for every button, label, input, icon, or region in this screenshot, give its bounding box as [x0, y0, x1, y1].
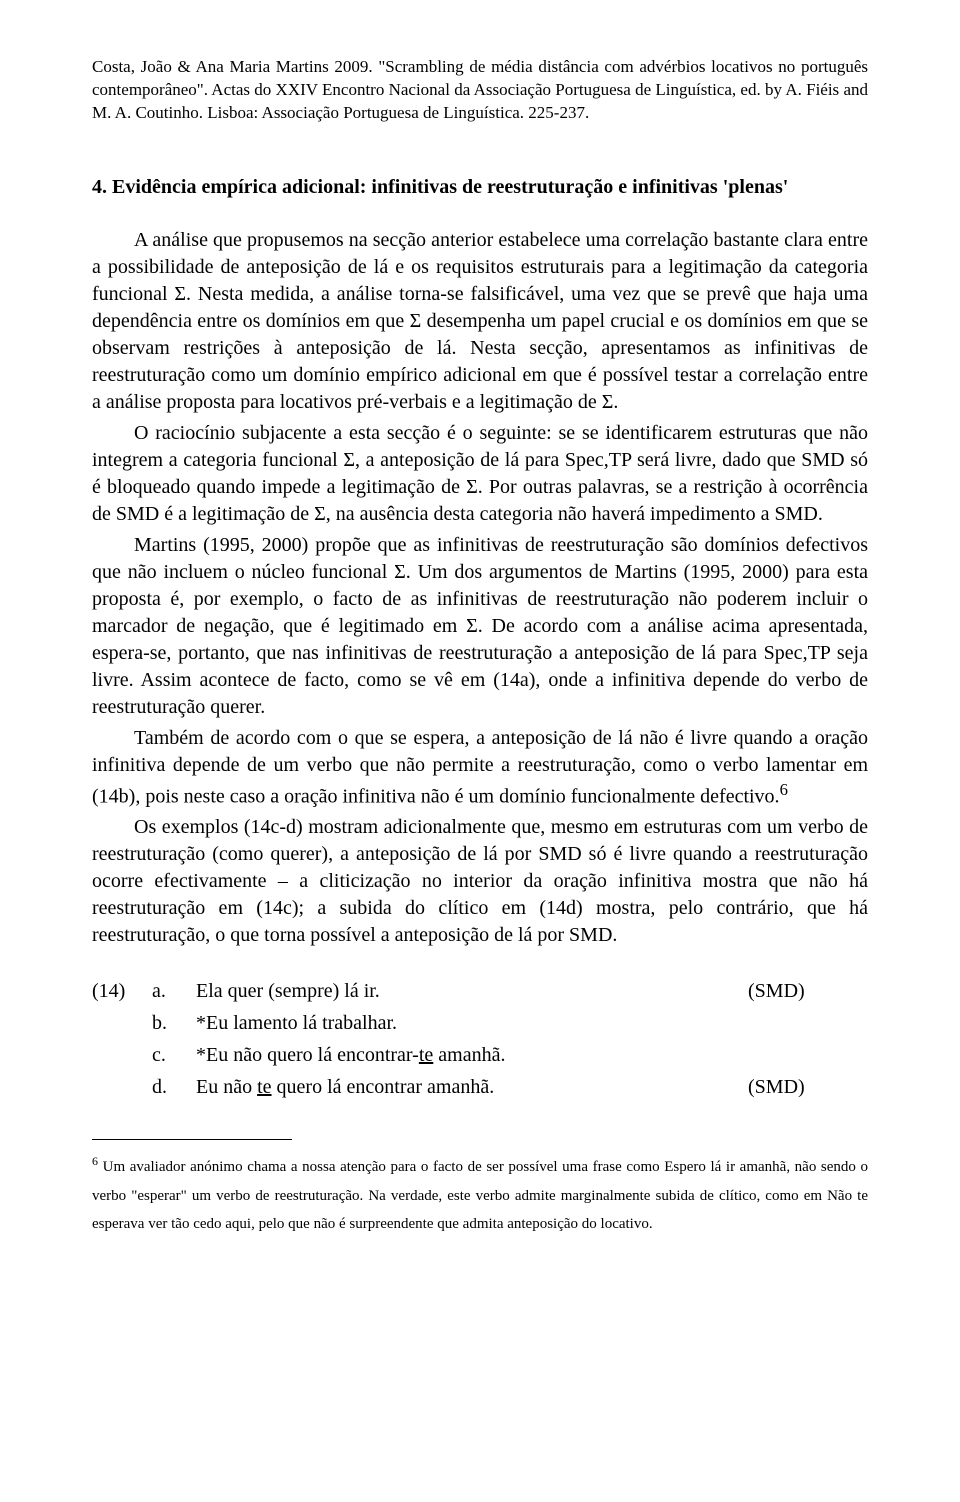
paragraph-2: O raciocínio subjacente a esta secção é …: [92, 420, 868, 528]
example-text-pre: Ela quer (sempre) lá ir.: [196, 980, 380, 1002]
example-row: d. Eu não te quero lá encontrar amanhã. …: [92, 1071, 868, 1103]
example-letter: c.: [152, 1039, 196, 1071]
footnote-marker: 6: [92, 1154, 98, 1168]
page: Costa, João & Ana Maria Martins 2009. "S…: [0, 0, 960, 1502]
example-block: (14) a. Ela quer (sempre) lá ir. (SMD) b…: [92, 975, 868, 1103]
paragraph-3: Martins (1995, 2000) propõe que as infin…: [92, 532, 868, 721]
example-text-pre: Eu não: [196, 1076, 257, 1098]
footnote: 6 Um avaliador anónimo chama a nossa ate…: [92, 1150, 868, 1239]
example-text-pre: *Eu lamento lá trabalhar.: [196, 1012, 397, 1034]
paragraph-5: Os exemplos (14c-d) mostram adicionalmen…: [92, 814, 868, 949]
header-citation: Costa, João & Ana Maria Martins 2009. "S…: [92, 56, 868, 125]
example-row: (14) a. Ela quer (sempre) lá ir. (SMD): [92, 975, 868, 1007]
example-row: c. *Eu não quero lá encontrar-te amanhã.: [92, 1039, 868, 1071]
example-row: b. *Eu lamento lá trabalhar.: [92, 1007, 868, 1039]
paragraph-4: Também de acordo com o que se espera, a …: [92, 725, 868, 811]
example-tag: (SMD): [728, 975, 868, 1007]
paragraph-4-text: Também de acordo com o que se espera, a …: [92, 727, 868, 808]
example-text: Ela quer (sempre) lá ir.: [196, 975, 728, 1007]
example-letter: d.: [152, 1071, 196, 1103]
example-text: *Eu lamento lá trabalhar.: [196, 1007, 728, 1039]
footnote-ref: 6: [780, 780, 788, 799]
example-letter: a.: [152, 975, 196, 1007]
example-underline: te: [419, 1044, 433, 1066]
paragraph-1: A análise que propusemos na secção anter…: [92, 227, 868, 416]
example-text-post: quero lá encontrar amanhã.: [272, 1076, 495, 1098]
example-number: (14): [92, 975, 152, 1007]
footnote-text: Um avaliador anónimo chama a nossa atenç…: [92, 1159, 868, 1232]
example-tag: (SMD): [728, 1071, 868, 1103]
section-title: Evidência empírica adicional: infinitiva…: [112, 176, 788, 198]
section-number: 4.: [92, 176, 107, 198]
example-text-pre: *Eu não quero lá encontrar-: [196, 1044, 419, 1066]
example-underline: te: [257, 1076, 271, 1098]
example-text: *Eu não quero lá encontrar-te amanhã.: [196, 1039, 728, 1071]
section-heading: 4. Evidência empírica adicional: infinit…: [92, 173, 868, 201]
example-text-post: amanhã.: [433, 1044, 505, 1066]
example-text: Eu não te quero lá encontrar amanhã.: [196, 1071, 728, 1103]
footnote-rule: [92, 1139, 292, 1140]
example-letter: b.: [152, 1007, 196, 1039]
